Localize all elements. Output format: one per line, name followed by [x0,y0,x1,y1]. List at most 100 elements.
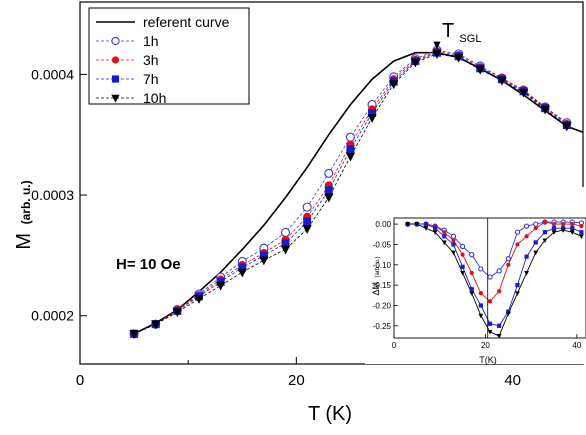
inset-data-point-1h [478,266,484,272]
inset-series-markers [405,219,585,339]
inset-y-tick-label: -0.15 [373,281,392,290]
y-tick-label: 0.0003 [31,187,74,203]
svg-text:M (arb. u.): M (arb. u.) [13,180,35,249]
data-point-10h [280,245,291,255]
inset-x-axis-label: T(K) [479,355,497,365]
main-plot-frame [79,1,584,365]
data-point-10h [389,80,399,90]
inset-data-point-7h [524,254,529,259]
data-point-10h [367,114,377,123]
data-point-7h [324,186,333,195]
data-point-10h [194,295,204,304]
data-point-10h [324,193,334,203]
inset-data-point-7h [533,240,538,245]
data-point-10h [259,256,269,266]
legend-label: referent curve [143,14,230,30]
data-point-10h [216,281,226,291]
data-point-7h [281,239,290,248]
main-series-markers [129,45,572,339]
main-axes: 0 20 40 0.0002 0.0003 0.0004 [31,66,521,389]
inset-data-point-10h [451,250,456,256]
inset-data-point-7h [542,230,547,235]
inset-data-point-3h [570,222,575,227]
inset-data-point-3h [551,222,557,227]
inset-data-point-3h [579,224,584,229]
data-point-1h [324,168,334,178]
series-line-3h [133,51,568,335]
inset-series-line-10h [407,223,582,337]
inset-data-point-10h [533,250,539,256]
data-point-10h [475,65,485,75]
inset-data-point-7h [579,230,584,235]
inset-data-point-1h [505,256,511,262]
data-point-10h [540,105,550,115]
inset-data-point-10h [432,230,438,235]
data-point-10h [172,308,182,318]
series-line-referent-curve [133,51,584,335]
inset-data-point-3h [506,262,511,267]
data-point-7h [346,145,355,154]
legend-label: 1h [143,33,159,49]
inset-data-point-10h [505,311,511,317]
inset-data-point-7h [506,309,511,314]
inset-data-point-10h [569,230,575,235]
inset-data-point-7h [423,222,429,227]
inset-data-point-1h [469,251,475,258]
inset-data-point-1h [523,223,530,229]
inset-data-point-10h [515,291,520,296]
inset-x-tick-label: 40 [572,341,581,350]
inset-y-axis-label: ΔM (arb. u.) [371,256,381,295]
data-point-7h [303,217,312,226]
svg-text:ΔM (arb. u.): ΔM (arb. u.) [371,256,381,295]
inset-data-point-7h [497,323,502,328]
legend-label: 7h [143,71,159,87]
legend-swatch-marker [111,94,120,103]
inset-data-point-10h [469,291,475,296]
inset-data-point-7h [551,226,557,231]
legend-swatch-marker [111,56,120,64]
inset-data-point-3h [460,252,465,257]
legend-swatch-marker [111,75,120,83]
inset-data-point-10h [496,334,502,339]
inset-y-tick-label: -0.10 [373,261,392,270]
legend-label: 3h [143,52,159,68]
data-point-10h [410,58,420,68]
inset-data-point-7h [469,287,474,292]
data-point-10h [518,88,529,98]
inset-data-point-7h [433,226,438,231]
y-axis-label-main: M [13,233,35,250]
inset-data-point-10h [478,313,484,319]
inset-data-point-1h [533,221,539,227]
inset-data-point-1h [496,268,502,274]
inset-data-point-10h [441,240,447,246]
inset-x-tick-label: 20 [481,341,490,350]
x-tick-label: 0 [76,372,84,389]
inset-data-point-10h [405,222,411,227]
inset-data-point-7h [570,226,575,231]
data-point-1h [280,227,291,238]
inset-y-axis-label-main: ΔM [371,282,381,296]
inset-y-tick-label: -0.25 [373,322,392,331]
inset-frame [393,217,586,339]
inset-data-point-10h [551,230,557,235]
inset-y-tick-label: -0.05 [373,240,392,249]
legend: referent curve 1h 3h 7h 10h [88,7,250,106]
inset-data-point-10h [414,222,420,227]
inset-data-point-3h [442,230,447,235]
x-axis-label: T (K) [308,403,352,425]
inset-background [365,187,586,364]
inset-chart: 0 20 400.00-0.05-0.10-0.15-0.20-0.25 T(K) … [365,187,586,365]
inset-data-point-3h [533,226,538,231]
data-point-10h [302,225,312,234]
inset-data-point-10h [460,270,465,276]
inset-data-point-3h [487,299,493,304]
data-point-7h [238,263,247,272]
legend-box [88,7,250,105]
data-point-10h [454,53,464,63]
y-axis-label: M (arb. u.) [13,180,35,249]
inset-data-point-1h [459,243,466,250]
data-point-7h [368,109,377,118]
inset-data-point-7h [442,234,447,239]
inset-data-point-1h [450,233,457,239]
tsgl-arrow-head [433,41,441,50]
